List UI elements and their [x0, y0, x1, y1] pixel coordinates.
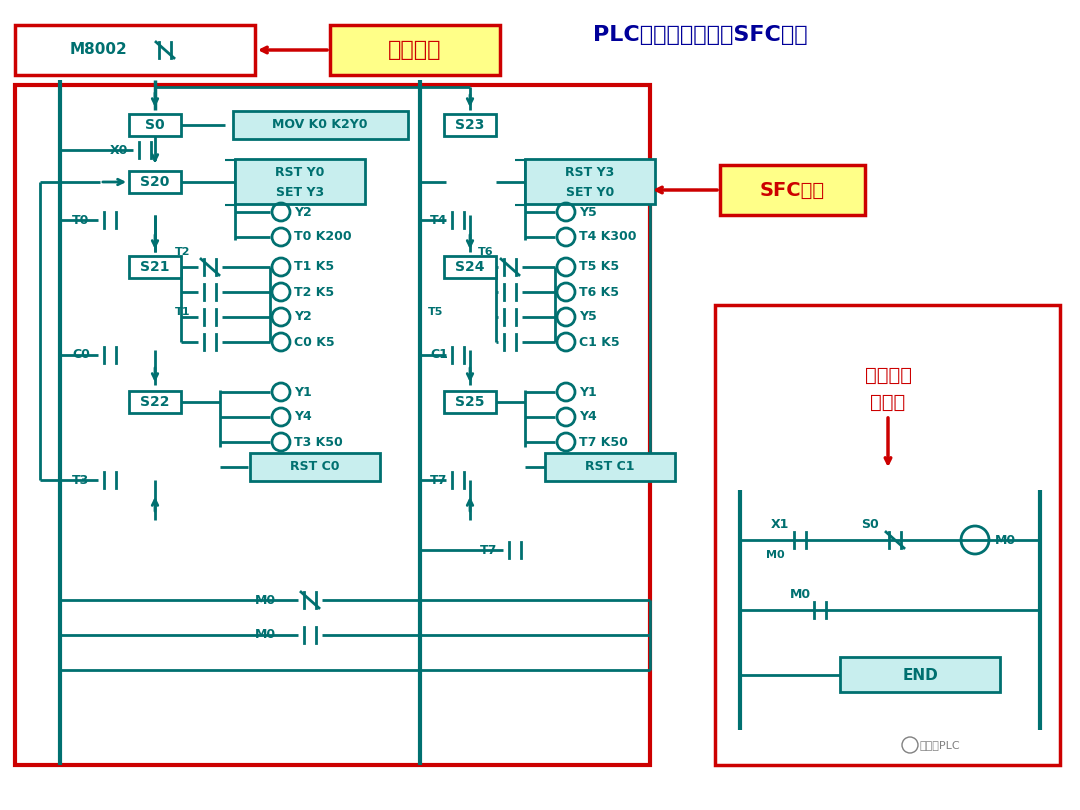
- Text: RST Y0: RST Y0: [275, 165, 325, 178]
- Text: T0 K200: T0 K200: [294, 231, 352, 244]
- Text: C0 K5: C0 K5: [294, 335, 335, 348]
- Text: S23: S23: [456, 118, 485, 132]
- Text: MOV K0 K2Y0: MOV K0 K2Y0: [272, 118, 368, 131]
- Text: S25: S25: [456, 395, 485, 409]
- Text: Y1: Y1: [294, 386, 312, 399]
- Bar: [444, 256, 496, 278]
- Text: T7: T7: [430, 474, 447, 487]
- Text: M0: M0: [255, 629, 275, 642]
- Text: M0: M0: [255, 594, 275, 607]
- Text: T5: T5: [428, 307, 444, 317]
- Text: S0: S0: [861, 518, 879, 531]
- Text: Y5: Y5: [579, 310, 597, 323]
- Text: T6: T6: [478, 247, 494, 257]
- Text: T7: T7: [480, 544, 498, 556]
- Bar: [129, 114, 181, 136]
- Bar: [235, 159, 365, 204]
- Bar: [15, 85, 650, 765]
- Text: 停止返回: 停止返回: [864, 365, 912, 385]
- Text: T4: T4: [430, 214, 447, 227]
- Text: T6 K5: T6 K5: [579, 285, 619, 299]
- Text: SET Y0: SET Y0: [566, 185, 615, 198]
- Text: S0: S0: [145, 118, 165, 132]
- Text: RST C1: RST C1: [585, 461, 635, 474]
- Text: Y2: Y2: [294, 310, 312, 323]
- Text: Y4: Y4: [294, 411, 312, 424]
- Text: T2: T2: [175, 247, 190, 257]
- Text: S22: S22: [140, 395, 170, 409]
- Text: T1: T1: [175, 307, 190, 317]
- Bar: [840, 657, 1000, 692]
- Text: 我爱学PLC: 我爱学PLC: [920, 740, 960, 750]
- Text: RST Y3: RST Y3: [565, 165, 615, 178]
- Bar: [330, 25, 500, 75]
- Bar: [15, 25, 255, 75]
- Text: Y4: Y4: [579, 411, 597, 424]
- Text: 梯形图: 梯形图: [870, 393, 906, 411]
- Bar: [129, 256, 181, 278]
- Text: Y5: Y5: [579, 206, 597, 219]
- Bar: [129, 171, 181, 193]
- Text: 激活程序: 激活程序: [388, 40, 442, 60]
- Bar: [715, 305, 1059, 765]
- Text: T3: T3: [72, 474, 90, 487]
- Text: M0: M0: [789, 589, 811, 602]
- Text: M8002: M8002: [70, 42, 127, 58]
- Text: SET Y3: SET Y3: [275, 185, 324, 198]
- Bar: [444, 114, 496, 136]
- Bar: [233, 111, 408, 139]
- Text: T3 K50: T3 K50: [294, 436, 342, 449]
- Text: Y2: Y2: [294, 206, 312, 219]
- Text: SFC程序: SFC程序: [759, 181, 824, 199]
- Bar: [249, 453, 380, 481]
- Bar: [444, 391, 496, 413]
- Text: S21: S21: [140, 260, 170, 274]
- Bar: [545, 453, 675, 481]
- Text: RST C0: RST C0: [291, 461, 340, 474]
- Text: S24: S24: [456, 260, 485, 274]
- Text: C1: C1: [430, 348, 448, 361]
- Text: M0: M0: [995, 534, 1016, 547]
- Text: S20: S20: [140, 175, 170, 189]
- Bar: [525, 159, 654, 204]
- Text: T5 K5: T5 K5: [579, 261, 619, 274]
- Text: C1 K5: C1 K5: [579, 335, 620, 348]
- Text: END: END: [902, 667, 937, 683]
- Bar: [720, 165, 865, 215]
- Text: Y1: Y1: [579, 386, 597, 399]
- Text: T4 K300: T4 K300: [579, 231, 636, 244]
- Bar: [129, 391, 181, 413]
- Text: PLC控制交通信号灯SFC程序: PLC控制交通信号灯SFC程序: [593, 25, 808, 45]
- Text: X0: X0: [110, 143, 129, 156]
- Text: C0: C0: [72, 348, 90, 361]
- Text: X1: X1: [771, 518, 789, 531]
- Text: T2 K5: T2 K5: [294, 285, 334, 299]
- Text: M0: M0: [766, 550, 784, 560]
- Text: T0: T0: [72, 214, 90, 227]
- Text: T7 K50: T7 K50: [579, 436, 627, 449]
- Text: T1 K5: T1 K5: [294, 261, 334, 274]
